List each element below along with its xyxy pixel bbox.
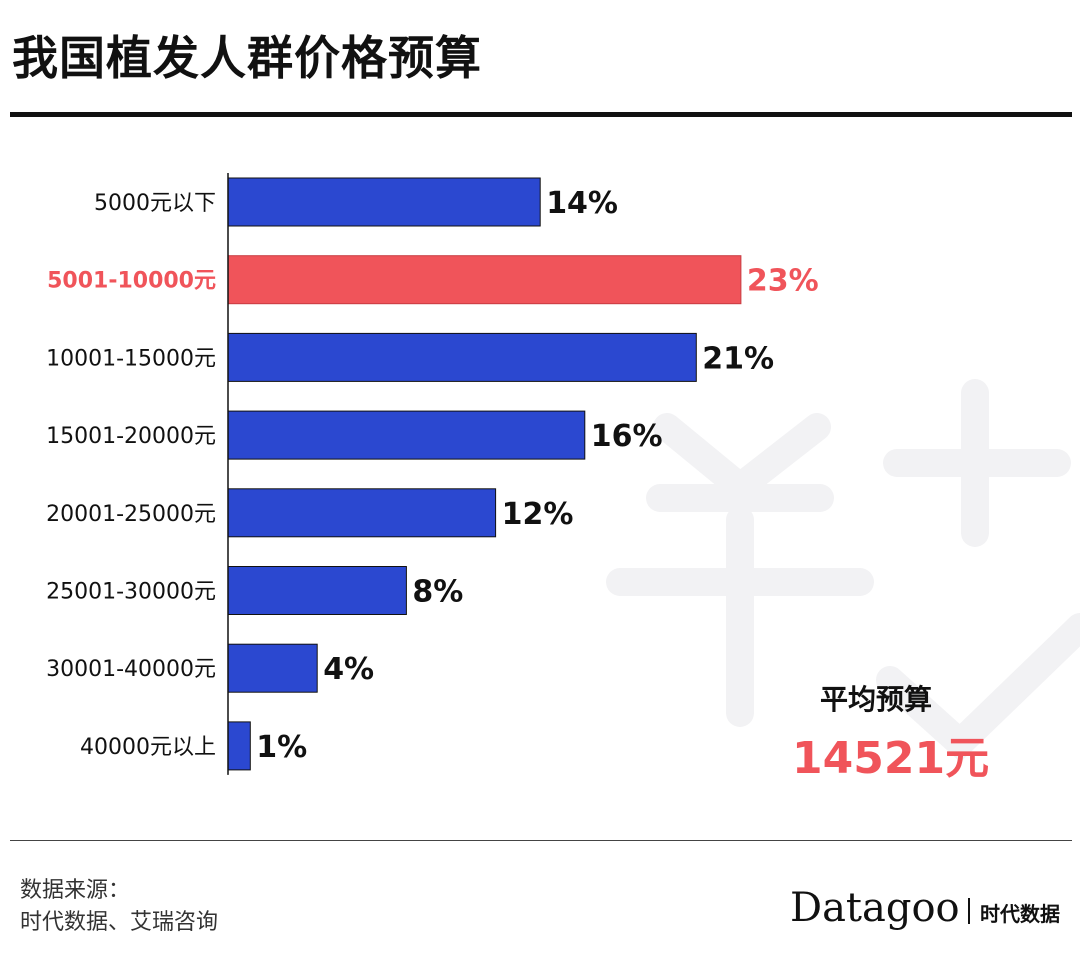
bar bbox=[227, 643, 318, 693]
value-label: 4% bbox=[323, 652, 374, 687]
plus-icon bbox=[883, 379, 1071, 547]
value-label: 8% bbox=[412, 575, 463, 610]
logo-separator bbox=[968, 898, 970, 924]
category-label: 10001-15000元 bbox=[46, 346, 216, 371]
page-title: 我国植发人群价格预算 bbox=[12, 31, 482, 85]
yuan-symbol-icon bbox=[606, 413, 874, 727]
bar bbox=[227, 332, 697, 382]
category-label: 40000元以上 bbox=[80, 735, 216, 760]
category-label: 5001-10000元 bbox=[47, 269, 216, 294]
category-label: 5000元以下 bbox=[94, 191, 216, 216]
value-label: 16% bbox=[591, 419, 663, 454]
value-label: 1% bbox=[256, 730, 307, 765]
value-label: 23% bbox=[747, 264, 819, 299]
bar bbox=[227, 721, 251, 771]
brand-logo: Datagoo bbox=[790, 885, 960, 931]
bar bbox=[227, 410, 586, 460]
bar bbox=[227, 488, 497, 538]
brand-logo-cn: 时代数据 bbox=[980, 902, 1060, 926]
category-label: 15001-20000元 bbox=[46, 424, 216, 449]
category-label: 30001-40000元 bbox=[46, 657, 216, 682]
bar bbox=[227, 255, 742, 305]
title-divider bbox=[10, 112, 1072, 117]
bar bbox=[227, 177, 541, 227]
background-decoration bbox=[606, 379, 1080, 763]
source-text: 时代数据、艾瑞咨询 bbox=[20, 910, 219, 935]
category-label: 25001-30000元 bbox=[46, 580, 216, 605]
value-label: 21% bbox=[702, 341, 774, 376]
average-value: 14521元 bbox=[792, 733, 990, 784]
value-label: 12% bbox=[502, 497, 574, 532]
average-label: 平均预算 bbox=[820, 683, 933, 716]
value-label: 14% bbox=[546, 186, 618, 221]
footer-divider bbox=[10, 840, 1072, 841]
category-label: 20001-25000元 bbox=[46, 502, 216, 527]
checkmark-icon bbox=[876, 613, 1080, 763]
source-label: 数据来源： bbox=[20, 878, 131, 903]
bar bbox=[227, 566, 407, 615]
